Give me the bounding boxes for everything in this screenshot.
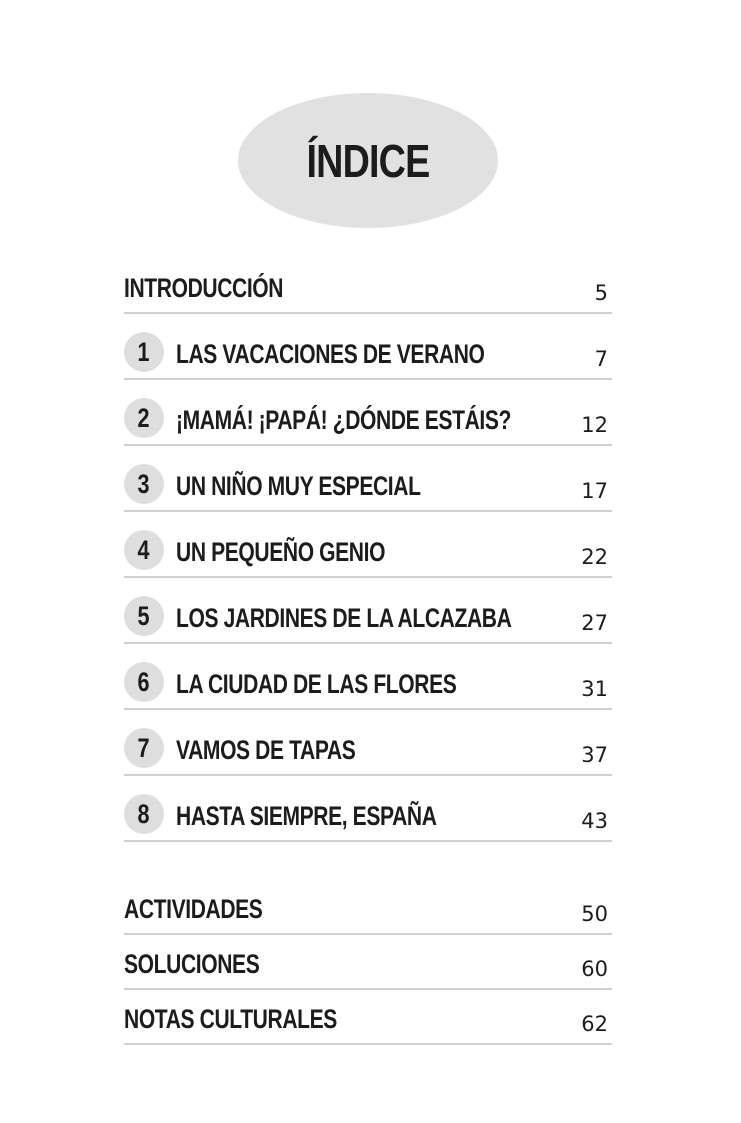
toc-page-number: 62 bbox=[581, 1012, 608, 1036]
toc-row-chapter-1[interactable]: 1 LAS VACACIONES DE VERANO 7 bbox=[124, 328, 612, 380]
toc-label: HASTA SIEMPRE, ESPAÑA bbox=[176, 801, 437, 831]
chapter-number: 4 bbox=[137, 534, 151, 565]
chapter-number-badge: 1 bbox=[124, 332, 164, 372]
toc-page-number: 22 bbox=[581, 545, 608, 569]
toc-page-number: 27 bbox=[581, 611, 608, 635]
toc-page-number: 17 bbox=[581, 479, 608, 503]
chapter-number: 6 bbox=[137, 666, 151, 697]
toc-label: INTRODUCCIÓN bbox=[124, 273, 284, 303]
toc-row-cultural-notes[interactable]: NOTAS CULTURALES 62 bbox=[124, 993, 612, 1045]
toc-page-number: 12 bbox=[581, 413, 608, 437]
toc-label: UN NIÑO MUY ESPECIAL bbox=[176, 471, 421, 501]
toc-label: NOTAS CULTURALES bbox=[124, 1004, 337, 1034]
toc-page-number: 31 bbox=[581, 677, 608, 701]
toc-row-chapter-5[interactable]: 5 LOS JARDINES DE LA ALCAZABA 27 bbox=[124, 592, 612, 644]
chapter-number-badge: 2 bbox=[124, 398, 164, 438]
chapter-number-badge: 8 bbox=[124, 794, 164, 834]
toc-label: LOS JARDINES DE LA ALCAZABA bbox=[176, 603, 512, 633]
toc-page-number: 7 bbox=[594, 347, 608, 371]
chapter-number-badge: 6 bbox=[124, 662, 164, 702]
toc-row-intro[interactable]: INTRODUCCIÓN 5 bbox=[124, 262, 612, 314]
chapter-number: 5 bbox=[137, 600, 151, 631]
toc-label: LAS VACACIONES DE VERANO bbox=[176, 339, 485, 369]
page-title: ÍNDICE bbox=[306, 134, 431, 187]
toc-row-chapter-7[interactable]: 7 VAMOS DE TAPAS 37 bbox=[124, 724, 612, 776]
chapter-number: 7 bbox=[137, 732, 151, 763]
toc-label: UN PEQUEÑO GENIO bbox=[176, 537, 386, 567]
toc-label: ¡MAMÁ! ¡PAPÁ! ¿DÓNDE ESTÁIS? bbox=[176, 405, 511, 435]
chapter-number: 1 bbox=[137, 336, 151, 367]
toc-row-chapter-6[interactable]: 6 LA CIUDAD DE LAS FLORES 31 bbox=[124, 658, 612, 710]
toc-page-number: 43 bbox=[581, 809, 608, 833]
toc-row-activities[interactable]: ACTIVIDADES 50 bbox=[124, 883, 612, 935]
chapter-number: 3 bbox=[137, 468, 151, 499]
chapter-number: 2 bbox=[137, 402, 151, 433]
chapter-number-badge: 7 bbox=[124, 728, 164, 768]
toc-row-chapter-4[interactable]: 4 UN PEQUEÑO GENIO 22 bbox=[124, 526, 612, 578]
toc-label: SOLUCIONES bbox=[124, 949, 260, 979]
toc-label: LA CIUDAD DE LAS FLORES bbox=[176, 669, 457, 699]
chapter-number-badge: 4 bbox=[124, 530, 164, 570]
toc-label: VAMOS DE TAPAS bbox=[176, 735, 356, 765]
toc-page-number: 37 bbox=[581, 743, 608, 767]
title-oval: ÍNDICE bbox=[238, 93, 498, 228]
toc-row-chapter-3[interactable]: 3 UN NIÑO MUY ESPECIAL 17 bbox=[124, 460, 612, 512]
toc-row-chapter-8[interactable]: 8 HASTA SIEMPRE, ESPAÑA 43 bbox=[124, 790, 612, 842]
toc-row-chapter-2[interactable]: 2 ¡MAMÁ! ¡PAPÁ! ¿DÓNDE ESTÁIS? 12 bbox=[124, 394, 612, 446]
chapter-number: 8 bbox=[137, 798, 151, 829]
chapter-number-badge: 5 bbox=[124, 596, 164, 636]
toc-row-solutions[interactable]: SOLUCIONES 60 bbox=[124, 938, 612, 990]
toc-label: ACTIVIDADES bbox=[124, 894, 263, 924]
toc-page-number: 60 bbox=[581, 957, 608, 981]
chapter-number-badge: 3 bbox=[124, 464, 164, 504]
toc-page-number: 50 bbox=[581, 902, 608, 926]
toc-page-number: 5 bbox=[594, 281, 608, 305]
